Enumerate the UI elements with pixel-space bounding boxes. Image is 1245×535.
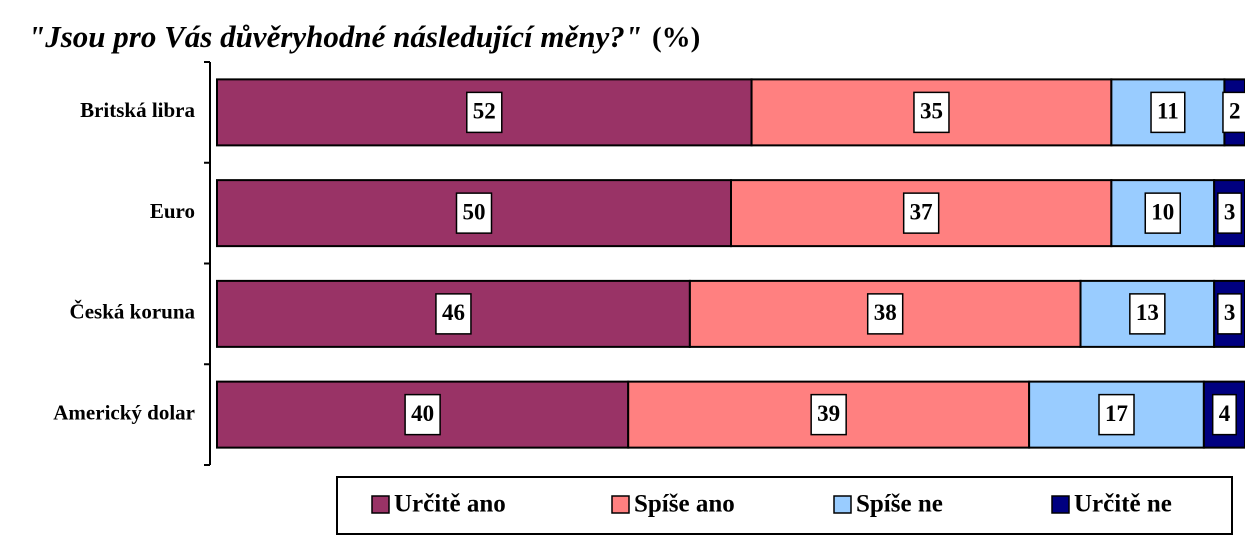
data-label-box [466, 91, 503, 134]
data-label: 17 [1105, 401, 1128, 426]
bar-segment [1202, 380, 1245, 449]
data-label: 3 [1224, 199, 1236, 224]
legend-label: Určitě ne [1074, 491, 1172, 518]
chart-subtitle: (%) [652, 22, 700, 54]
data-label-box [913, 91, 950, 134]
legend-label: Určitě ano [394, 491, 506, 518]
bar-segment [730, 179, 1113, 248]
legend-swatch [833, 495, 852, 514]
legend-swatch [371, 495, 390, 514]
data-label: 4 [1219, 401, 1231, 426]
legend-label: Spíše ne [856, 491, 943, 518]
data-label: 13 [1136, 300, 1159, 325]
chart-title: "Jsou pro Vás důvěryhodné následující mě… [28, 19, 642, 54]
legend-swatch [611, 495, 630, 514]
data-label: 3 [1224, 300, 1236, 325]
y-tick-label: Americký dolar [53, 400, 195, 424]
data-label: 46 [442, 300, 465, 325]
data-label-box [1217, 293, 1243, 335]
data-label-box [1150, 91, 1186, 134]
data-label: 52 [473, 99, 496, 124]
data-label-box [902, 192, 940, 234]
data-label-box [1217, 192, 1243, 234]
data-label-box [1222, 91, 1245, 134]
data-label-box [1211, 393, 1237, 436]
data-label: 40 [411, 401, 434, 426]
bar-segment [216, 78, 753, 147]
legend-swatch [1051, 495, 1070, 514]
data-label-box [435, 293, 472, 335]
data-label: 11 [1157, 99, 1179, 124]
data-label-box [1098, 393, 1135, 436]
data-label-box [404, 393, 441, 436]
data-label-box [1129, 293, 1166, 335]
y-tick-label: Euro [150, 199, 195, 223]
data-label: 10 [1151, 199, 1174, 224]
y-tick-label: Česká koruna [70, 300, 196, 324]
data-label-box [455, 192, 493, 234]
data-label-box [1144, 192, 1182, 234]
legend-label: Spíše ano [634, 491, 735, 518]
data-label-box [866, 293, 904, 335]
data-label: 39 [817, 401, 840, 426]
data-label-box [810, 393, 847, 436]
legend-box [336, 476, 1233, 535]
data-label: 50 [463, 199, 486, 224]
data-label: 37 [910, 199, 933, 224]
data-label: 2 [1229, 99, 1241, 124]
y-tick-label: Britská libra [80, 98, 195, 122]
data-label: 35 [920, 99, 943, 124]
data-label: 38 [874, 300, 897, 325]
